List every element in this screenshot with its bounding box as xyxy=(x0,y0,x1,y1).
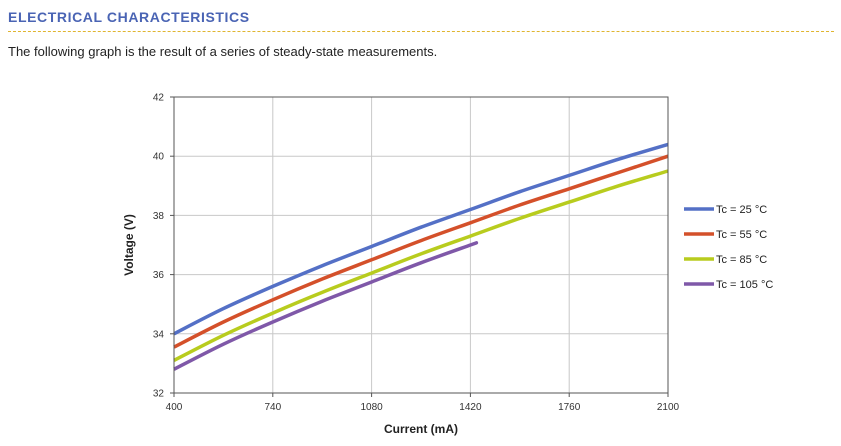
y-axis-title: Voltage (V) xyxy=(122,214,136,276)
intro-text: The following graph is the result of a s… xyxy=(8,44,438,59)
y-tick-label: 38 xyxy=(153,211,165,222)
legend-label: Tc = 105 °C xyxy=(716,279,773,291)
x-tick-label: 1080 xyxy=(360,402,383,413)
y-tick-label: 40 xyxy=(153,152,165,163)
legend-label: Tc = 25 °C xyxy=(716,204,767,216)
x-tick-label: 400 xyxy=(166,402,183,413)
y-tick-label: 42 xyxy=(153,93,165,104)
section-title: ELECTRICAL CHARACTERISTICS xyxy=(8,9,250,25)
y-tick-label: 32 xyxy=(153,389,165,400)
chart-legend: Tc = 25 °C Tc = 55 °C Tc = 85 °C Tc = 105 °… xyxy=(684,204,773,291)
series-line-3 xyxy=(173,241,479,371)
x-tick-label: 740 xyxy=(264,402,281,413)
chart-ticks: 400 740 1080 1420 1760 2100 32 34 36 38 40 42 xyxy=(153,93,680,414)
x-tick-label: 1760 xyxy=(558,402,581,413)
y-tick-label: 34 xyxy=(153,329,165,340)
series-line-2 xyxy=(173,169,669,362)
plot-frame xyxy=(173,96,669,394)
legend-label: Tc = 85 °C xyxy=(716,254,767,266)
chart-series xyxy=(173,142,669,371)
x-tick-label: 2100 xyxy=(657,402,680,413)
legend-label: Tc = 55 °C xyxy=(716,229,767,241)
series-line-0 xyxy=(173,142,669,336)
x-tick-label: 1420 xyxy=(459,402,482,413)
x-axis-title: Current (mA) xyxy=(384,422,458,436)
chart-grid xyxy=(173,96,669,394)
y-tick-label: 36 xyxy=(153,270,165,281)
series-line-1 xyxy=(173,154,669,349)
title-divider xyxy=(8,31,834,32)
